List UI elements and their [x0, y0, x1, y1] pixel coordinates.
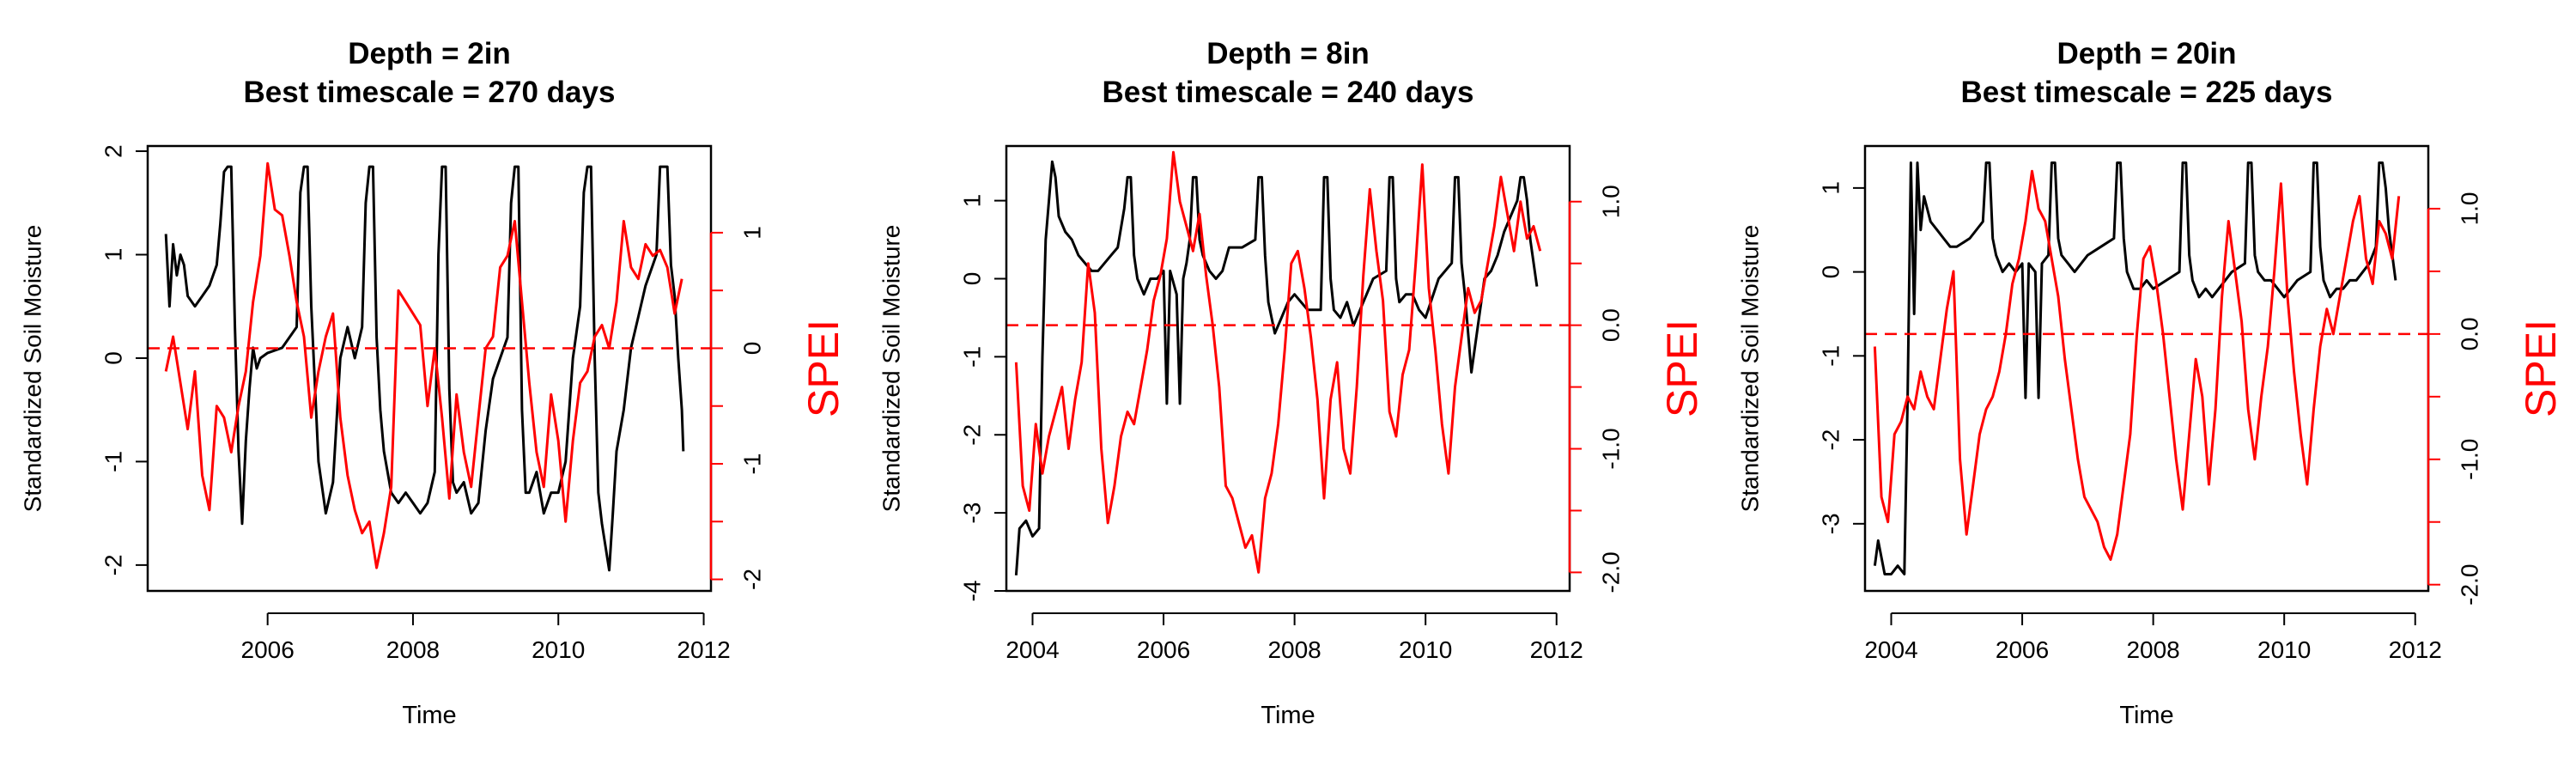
spei-series	[164, 161, 683, 569]
soil-moisture-series	[164, 165, 685, 572]
y-right-tick-label: -2.0	[2456, 564, 2482, 606]
x-tick-label: 2008	[1267, 636, 1321, 663]
x-tick-label: 2010	[1399, 636, 1452, 663]
chart-panel-2: Depth = 8in Best timescale = 240 days 2004…	[878, 37, 1706, 729]
x-tick-label: 2004	[1864, 636, 1917, 663]
y-left-tick-label: 0	[100, 351, 126, 365]
y-right-tick-label: 0	[738, 342, 765, 356]
y-right-tick-label: -2	[738, 569, 765, 590]
soil-moisture-series	[1873, 161, 2397, 575]
y-right-tick-label: 1	[738, 226, 765, 240]
x-tick-label: 2012	[677, 636, 730, 663]
spei-series	[1873, 169, 2401, 561]
y-right-tick-label: -2.0	[1597, 551, 1624, 593]
y-left-tick-label: -3	[1817, 513, 1844, 534]
y-left-tick-label: 1	[1817, 181, 1844, 195]
chart-panel-3: Depth = 20in Best timescale = 225 days 200…	[1736, 37, 2565, 729]
x-axis-label: Time	[2119, 702, 2173, 729]
x-tick-label: 2006	[241, 636, 295, 663]
y-right-tick-label: -1.0	[1597, 428, 1624, 469]
y-left-tick-label: 0	[958, 272, 985, 286]
x-tick-label: 2010	[2257, 636, 2311, 663]
x-tick-label: 2006	[1137, 636, 1190, 663]
chart-title: Depth = 8in	[1206, 37, 1370, 70]
y-left-tick-label: -1	[100, 451, 126, 472]
chart-subtitle: Best timescale = 240 days	[1103, 76, 1474, 109]
x-axis-label: Time	[402, 702, 456, 729]
chart-panel-1: Depth = 2in Best timescale = 270 days 2006…	[19, 37, 848, 729]
y-right-tick-label: -1.0	[2456, 439, 2482, 480]
y-right-axis-label: SPEI	[2517, 320, 2565, 417]
x-tick-label: 2012	[1530, 636, 1583, 663]
chart-title: Depth = 20in	[2057, 37, 2236, 70]
x-tick-label: 2006	[1996, 636, 2049, 663]
plot-frame	[1863, 144, 2430, 593]
y-left-tick-label: -1	[958, 346, 985, 368]
plot-frame	[1005, 144, 1571, 593]
y-right-tick-label: 1.0	[1597, 185, 1624, 218]
y-left-tick-label: -2	[100, 554, 126, 575]
x-tick-label: 2008	[386, 636, 440, 663]
y-right-tick-label: -1	[738, 453, 765, 475]
y-right-axis-label: SPEI	[799, 320, 848, 417]
soil-moisture-series	[1014, 160, 1539, 575]
spei-series	[1014, 150, 1542, 574]
y-left-axis-label: Standardized Soil Moisture	[19, 225, 46, 513]
x-tick-label: 2010	[532, 636, 585, 663]
y-right-axis-label: SPEI	[1658, 320, 1706, 417]
y-right-tick-label: 0.0	[2456, 317, 2482, 350]
y-left-tick-label: -2	[1817, 429, 1844, 451]
y-left-axis-label: Standardized Soil Moisture	[878, 225, 904, 513]
y-left-axis-label: Standardized Soil Moisture	[1736, 225, 1763, 513]
y-right-tick-label: 1.0	[2456, 192, 2482, 225]
x-tick-label: 2004	[1005, 636, 1059, 663]
y-left-tick-label: -2	[958, 424, 985, 446]
y-left-tick-label: 0	[1817, 265, 1844, 279]
x-tick-label: 2012	[2389, 636, 2442, 663]
y-left-tick-label: 2	[100, 144, 126, 158]
y-left-tick-label: 1	[958, 194, 985, 208]
y-left-tick-label: 1	[100, 248, 126, 262]
y-left-tick-label: -4	[958, 581, 985, 602]
chart-subtitle: Best timescale = 225 days	[1961, 76, 2333, 109]
y-left-tick-label: -3	[958, 502, 985, 524]
x-axis-label: Time	[1261, 702, 1315, 729]
y-left-tick-label: -1	[1817, 345, 1844, 367]
chart-subtitle: Best timescale = 270 days	[244, 76, 616, 109]
chart-title: Depth = 2in	[348, 37, 511, 70]
y-right-tick-label: 0.0	[1597, 308, 1624, 342]
x-tick-label: 2008	[2126, 636, 2179, 663]
